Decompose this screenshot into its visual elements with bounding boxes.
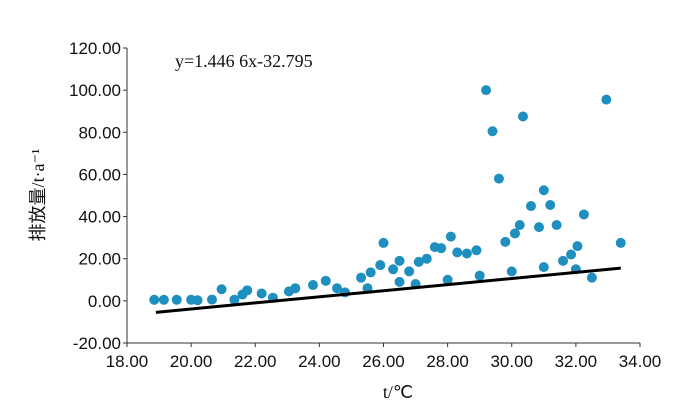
data-point — [436, 243, 447, 254]
y-tick-label: 80.00 — [78, 123, 121, 142]
data-point — [461, 248, 472, 259]
x-axis-title: t/℃ — [383, 382, 413, 402]
data-point — [586, 272, 597, 283]
data-point — [551, 220, 562, 230]
data-point — [452, 247, 463, 258]
x-tick-label: 32.00 — [555, 352, 598, 371]
data-point — [378, 237, 389, 248]
data-point — [445, 231, 456, 242]
data-point — [307, 280, 318, 291]
data-point — [365, 267, 376, 278]
data-point — [525, 201, 536, 212]
x-tick-label: 30.00 — [490, 352, 533, 371]
data-point — [538, 185, 549, 196]
data-point — [404, 266, 415, 277]
x-tick-labels: 18.00 20.00 22.00 24.00 26.00 28.00 30.00 32.00… — [106, 343, 662, 371]
data-point — [149, 294, 160, 305]
x-tick-label: 22.00 — [234, 352, 277, 371]
data-point — [375, 260, 386, 271]
data-point — [356, 272, 367, 283]
data-point — [506, 266, 517, 277]
y-tick-label: 0.00 — [88, 292, 121, 311]
x-tick-label: 26.00 — [362, 352, 405, 371]
data-point — [487, 126, 498, 137]
data-point — [290, 283, 301, 294]
y-tick-label: -20.00 — [73, 334, 121, 353]
data-point — [534, 222, 545, 233]
x-tick-label: 28.00 — [426, 352, 469, 371]
data-point — [242, 285, 253, 296]
y-tick-label: 100.00 — [69, 81, 121, 100]
x-tick-label: 20.00 — [170, 352, 213, 371]
regression-equation: y=1.446 6x-32.795 — [175, 51, 313, 71]
data-point — [158, 294, 169, 305]
data-point — [171, 294, 182, 305]
x-tick-label: 18.00 — [106, 352, 149, 371]
data-point — [578, 209, 589, 220]
data-point — [601, 94, 612, 105]
data-point — [388, 264, 399, 275]
x-tick-label: 34.00 — [619, 352, 662, 371]
trendline — [155, 266, 621, 314]
data-point — [545, 199, 556, 210]
y-tick-label: 60.00 — [78, 165, 121, 184]
data-point — [474, 270, 485, 281]
data-point — [394, 276, 405, 287]
data-point — [481, 85, 492, 96]
data-point — [421, 253, 432, 264]
y-tick-label: 120.00 — [69, 39, 121, 58]
data-point — [332, 283, 343, 294]
data-point — [320, 275, 331, 286]
data-point — [206, 294, 217, 305]
y-tick-label: 20.00 — [78, 250, 121, 269]
x-tick-label: 24.00 — [298, 352, 341, 371]
data-point — [566, 249, 577, 260]
data-point — [229, 294, 240, 305]
data-point — [471, 245, 482, 256]
y-tick-label: 40.00 — [78, 208, 121, 227]
data-points — [149, 85, 626, 306]
data-point — [509, 228, 520, 239]
axes — [126, 48, 640, 344]
data-point — [192, 295, 203, 306]
data-point — [558, 255, 569, 266]
data-point — [256, 288, 267, 299]
data-point — [413, 256, 424, 267]
data-point — [615, 237, 626, 248]
data-point — [572, 241, 583, 252]
data-point — [500, 236, 511, 247]
y-axis-title: 排放量/t·a⁻¹ — [28, 149, 48, 242]
data-point — [394, 255, 405, 266]
data-point — [493, 173, 504, 184]
data-point — [216, 284, 227, 295]
data-point — [514, 220, 525, 230]
data-point — [442, 274, 453, 285]
data-point — [517, 111, 528, 122]
data-point — [538, 262, 549, 273]
y-tick-labels: -20.00 0.00 20.00 40.00 60.00 80.00 100.00 120.… — [69, 39, 127, 353]
